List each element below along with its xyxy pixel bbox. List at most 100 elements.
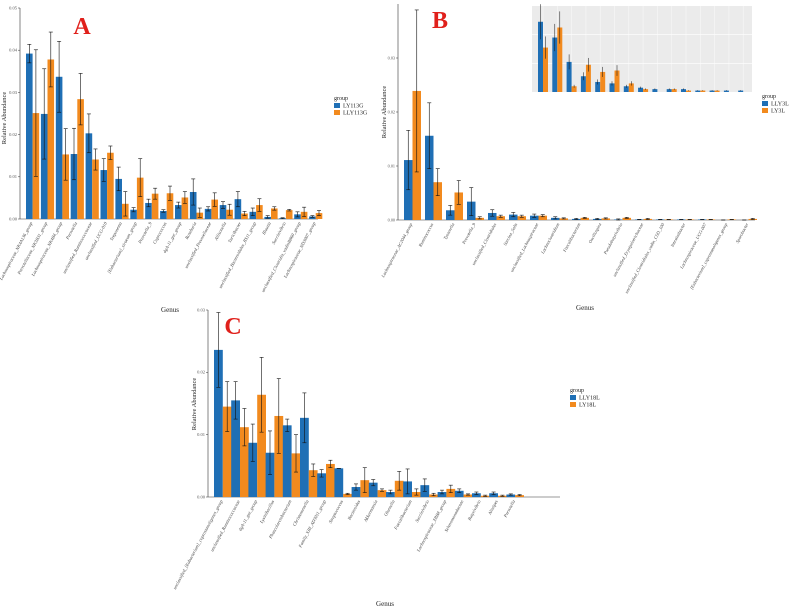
bar-LLY113G-16: [271, 208, 278, 219]
panel-A: 0.00 0.01 0.02 0.03 0.04 0.05 Lachnospiraceae_…: [0, 5, 368, 314]
category-label: Turicibacter: [227, 221, 242, 244]
category-label: Christensenella: [292, 499, 310, 527]
bar-LY113G-1: [40, 113, 48, 219]
bar-LY3L-10: [622, 217, 631, 220]
panel-letter: B: [432, 8, 448, 34]
legend-swatch: [570, 395, 576, 400]
y-tick-label: 0.03: [197, 307, 206, 312]
category-label: Blautia: [261, 221, 272, 236]
category-label: unclassified_Clostridiales_vadin_CSD_100: [624, 221, 666, 294]
category-label: Lysinibacillus: [258, 499, 275, 525]
inset-panel-bg: [532, 6, 752, 92]
inset-bar: [566, 61, 572, 92]
category-label: Intestinibacter: [669, 222, 686, 249]
inset-bar: [552, 37, 558, 92]
bar-LLY113G-8: [151, 193, 159, 219]
y-tick-label: 0.01: [9, 174, 17, 179]
bar-LY113G-6: [115, 178, 122, 219]
y-tick-label: 0.03: [9, 90, 18, 95]
y-tick-label: 0.05: [9, 5, 18, 10]
bar-LLY18L-7: [334, 468, 344, 497]
category-label: Streptococcus: [328, 499, 345, 524]
inset-bar: [643, 89, 649, 92]
bar-LY113G-13: [219, 205, 227, 219]
bar-LY3L-6: [538, 215, 547, 220]
bar-LY18L-9: [377, 490, 387, 497]
category-label: Succinivibrio: [414, 499, 430, 524]
category-label: Prevotella: [64, 221, 78, 242]
legend-label: LY18L: [579, 403, 596, 409]
inset-bar: [681, 89, 686, 92]
category-label: Sporobacter: [735, 222, 750, 244]
legend-title: group: [570, 388, 584, 394]
bar-LLY18L-14: [454, 490, 464, 497]
bar-LLY18L-8: [351, 487, 361, 497]
inset-bar: [571, 86, 577, 92]
bar-LY18L-17: [515, 495, 524, 497]
category-label: Allisonella: [213, 221, 228, 242]
bar-LY3L-2: [454, 192, 463, 220]
bar-LLY113G-17: [285, 210, 293, 219]
inset-bar: [595, 81, 601, 92]
x-axis-title: Genus: [161, 306, 179, 314]
category-label: Tyzzerella: [443, 221, 456, 240]
bar-LY18L-14: [463, 494, 473, 497]
inset-legend-swatch: [762, 101, 768, 106]
bar-LLY113G-3: [77, 99, 84, 219]
category-label: Lachnospiraceae_XBB8_group: [415, 499, 447, 554]
bar-LY18L-6: [326, 463, 335, 497]
bar-LLY113G-1: [47, 59, 55, 219]
inset-legend-title: group: [762, 94, 776, 100]
y-tick-label: 0.04: [9, 48, 18, 53]
bar-LY113G-9: [160, 210, 167, 219]
panel-B: 0.00 0.01 0.02 0.03 Lachnospiraceae_AC2044_g…: [380, 4, 789, 312]
bar-LLY113G-10: [181, 197, 189, 219]
bar-LY3L-1: [433, 182, 442, 220]
inset-bar: [609, 83, 615, 92]
inset-bar: [666, 89, 672, 92]
legend-swatch: [570, 402, 576, 407]
bar-LY113G-14: [234, 199, 242, 219]
category-label: Alistipes: [487, 499, 499, 516]
bar-LLY18L-9: [368, 482, 378, 497]
bar-LLY3L-1: [425, 135, 434, 220]
y-tick-label: 0.01: [388, 163, 395, 168]
y-axis-title: Relative Abundance: [1, 92, 8, 145]
panel-letter: A: [73, 14, 91, 40]
x-axis-title: Genus: [576, 304, 594, 312]
category-label: unclassified_Prevotellaceae: [184, 221, 213, 269]
inset-bar: [638, 87, 644, 92]
inset-bar: [723, 90, 729, 92]
inset-bar: [671, 89, 677, 92]
legend-label: LLY18L: [579, 396, 600, 402]
panel-C: 0.000.010.020.03unclassified_[Eubacteriu…: [172, 307, 600, 608]
bar-LY113G-10: [175, 205, 182, 219]
bar-LY113G-11: [189, 191, 197, 219]
bar-LY3L-4: [496, 216, 505, 220]
inset-bar: [714, 90, 720, 92]
bar-LLY18L-17: [506, 494, 516, 497]
bar-LLY113G-19: [315, 213, 323, 219]
inset-bar: [628, 83, 634, 92]
inset-bar: [623, 86, 629, 92]
bar-LY113G-3: [70, 154, 78, 219]
y-tick-label: 0.01: [197, 432, 205, 437]
category-label: Pseudobutyrivibrio: [602, 221, 624, 256]
bar-LY113G-19: [309, 216, 316, 219]
y-tick-label: 0.03: [388, 55, 395, 60]
inset-bar: [738, 90, 744, 92]
bar-LY18L-4: [291, 453, 301, 497]
category-label: [Eubacterium]_coprostanoligenes_group: [689, 221, 729, 290]
legend-label: LLY113G: [343, 111, 368, 117]
bar-LY113G-0: [26, 53, 33, 219]
bar-LLY18L-4: [282, 425, 292, 497]
category-label: Oscillospira: [588, 221, 603, 244]
bar-LY18L-2: [257, 394, 266, 497]
inset-bar: [695, 90, 701, 92]
bar-LLY113G-7: [136, 177, 144, 219]
category-label: Succinivibrio: [271, 221, 287, 246]
bar-LY18L-3: [274, 415, 284, 497]
